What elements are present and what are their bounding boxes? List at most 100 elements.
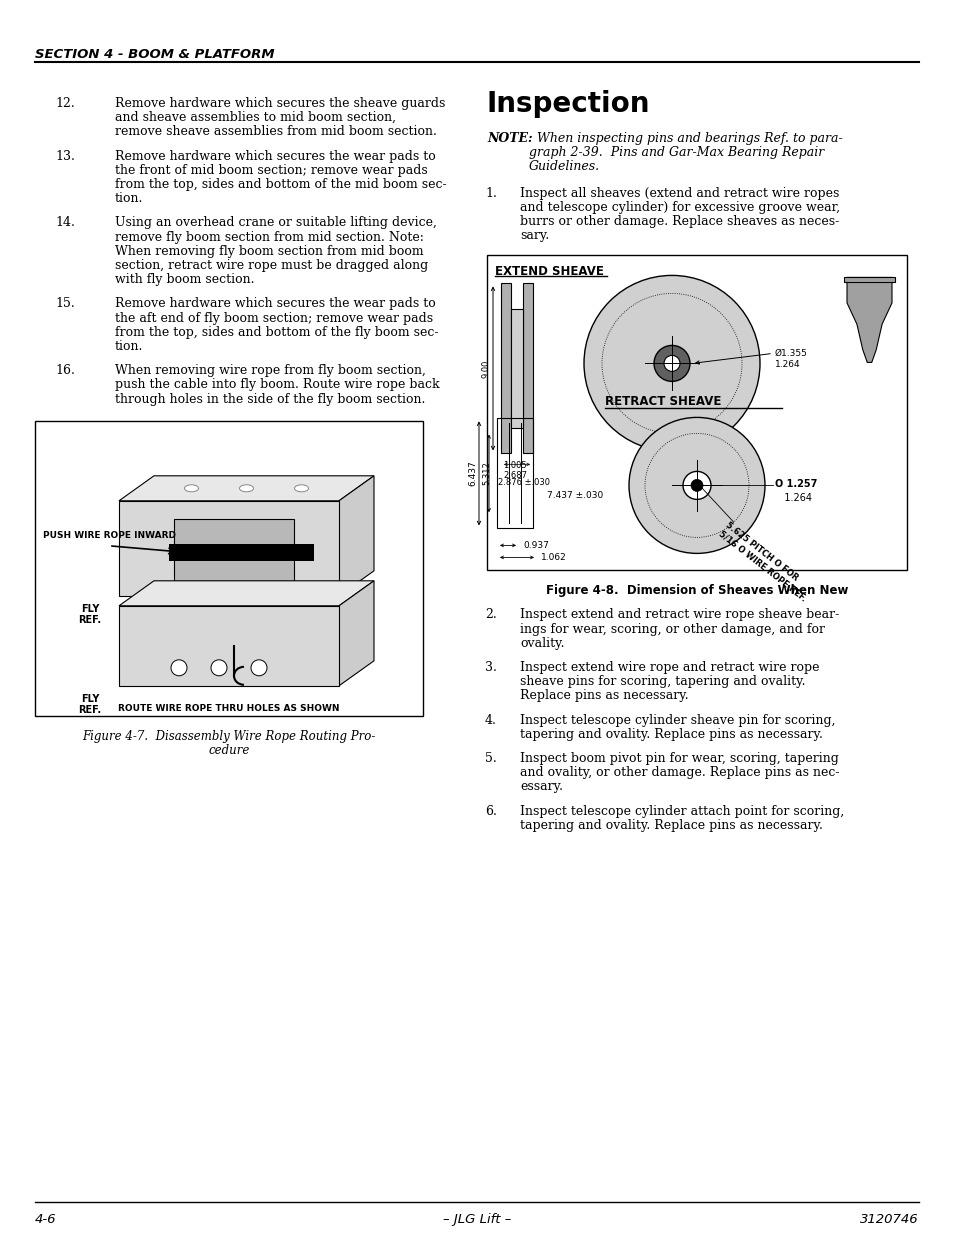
Text: 14.: 14. <box>55 216 75 230</box>
Text: 2.: 2. <box>485 609 497 621</box>
Bar <box>511 309 522 427</box>
Text: 5.: 5. <box>485 752 497 764</box>
Text: 1.: 1. <box>485 186 497 200</box>
Text: from the top, sides and bottom of the fly boom sec-: from the top, sides and bottom of the fl… <box>115 326 438 338</box>
Text: 13.: 13. <box>55 149 75 163</box>
Text: 4-6: 4-6 <box>35 1213 56 1226</box>
Text: 1.264: 1.264 <box>774 361 800 369</box>
Text: EXTEND SHEAVE: EXTEND SHEAVE <box>495 266 603 278</box>
Text: 2.687: 2.687 <box>502 472 526 480</box>
Text: Inspect extend and retract wire rope sheave bear-: Inspect extend and retract wire rope she… <box>519 609 839 621</box>
Text: Inspect all sheaves (extend and retract wire ropes: Inspect all sheaves (extend and retract … <box>519 186 839 200</box>
Text: remove sheave assemblies from mid boom section.: remove sheave assemblies from mid boom s… <box>115 126 436 138</box>
Polygon shape <box>119 501 338 595</box>
Text: with fly boom section.: with fly boom section. <box>115 273 254 287</box>
Text: from the top, sides and bottom of the mid boom sec-: from the top, sides and bottom of the mi… <box>115 178 446 191</box>
Text: 1.264: 1.264 <box>774 494 811 504</box>
Bar <box>169 543 314 561</box>
Text: Using an overhead crane or suitable lifting device,: Using an overhead crane or suitable lift… <box>115 216 436 230</box>
Text: Inspection: Inspection <box>486 90 650 119</box>
Polygon shape <box>119 580 374 606</box>
Circle shape <box>682 472 710 499</box>
Text: 16.: 16. <box>55 364 75 377</box>
Text: 1.005: 1.005 <box>502 462 526 471</box>
Text: FLY
REF.: FLY REF. <box>78 604 101 625</box>
Text: 6.: 6. <box>485 804 497 818</box>
Bar <box>173 519 294 580</box>
Text: 2.876 ±.030: 2.876 ±.030 <box>497 478 550 488</box>
Text: remove fly boom section from mid section. Note:: remove fly boom section from mid section… <box>115 231 423 243</box>
Text: ROUTE WIRE ROPE THRU HOLES AS SHOWN: ROUTE WIRE ROPE THRU HOLES AS SHOWN <box>118 704 339 713</box>
Text: 0.937: 0.937 <box>522 541 548 551</box>
Text: Inspect telescope cylinder attach point for scoring,: Inspect telescope cylinder attach point … <box>519 804 843 818</box>
Text: 7.437 ±.030: 7.437 ±.030 <box>546 492 602 500</box>
Text: Inspect telescope cylinder sheave pin for scoring,: Inspect telescope cylinder sheave pin fo… <box>519 714 835 726</box>
Text: When removing wire rope from fly boom section,: When removing wire rope from fly boom se… <box>115 364 425 377</box>
Text: section, retract wire rope must be dragged along: section, retract wire rope must be dragg… <box>115 259 428 272</box>
Text: O 1.257: O 1.257 <box>774 479 817 489</box>
Bar <box>500 283 511 453</box>
Text: graph 2-39.  Pins and Gar-Max Bearing Repair: graph 2-39. Pins and Gar-Max Bearing Rep… <box>529 146 823 159</box>
Circle shape <box>251 659 267 676</box>
Text: 3.: 3. <box>485 661 497 674</box>
Circle shape <box>628 417 764 553</box>
Text: ovality.: ovality. <box>519 637 564 650</box>
Text: burrs or other damage. Replace sheaves as neces-: burrs or other damage. Replace sheaves a… <box>519 215 839 228</box>
Text: Inspect boom pivot pin for wear, scoring, tapering: Inspect boom pivot pin for wear, scoring… <box>519 752 838 764</box>
Text: sary.: sary. <box>519 230 549 242</box>
Bar <box>35 421 422 716</box>
Text: Remove hardware which secures the wear pads to: Remove hardware which secures the wear p… <box>115 298 436 310</box>
Bar <box>843 278 894 283</box>
Text: Guidelines.: Guidelines. <box>529 161 599 173</box>
Text: through holes in the side of the fly boom section.: through holes in the side of the fly boo… <box>115 393 425 405</box>
Text: essary.: essary. <box>519 781 562 793</box>
Text: 1.062: 1.062 <box>540 553 566 562</box>
Text: 9.00: 9.00 <box>481 359 491 378</box>
Circle shape <box>171 659 187 676</box>
Text: SECTION 4 - BOOM & PLATFORM: SECTION 4 - BOOM & PLATFORM <box>35 48 274 61</box>
Text: RETRACT SHEAVE: RETRACT SHEAVE <box>604 395 720 409</box>
Text: 5.312: 5.312 <box>481 462 491 485</box>
Text: and ovality, or other damage. Replace pins as nec-: and ovality, or other damage. Replace pi… <box>519 766 839 779</box>
Text: tion.: tion. <box>115 340 143 353</box>
Bar <box>497 419 533 529</box>
Text: FLY
REF.: FLY REF. <box>78 694 101 715</box>
Text: sheave pins for scoring, tapering and ovality.: sheave pins for scoring, tapering and ov… <box>519 676 804 688</box>
Text: and telescope cylinder) for excessive groove wear,: and telescope cylinder) for excessive gr… <box>519 201 840 214</box>
Text: Replace pins as necessary.: Replace pins as necessary. <box>519 689 688 703</box>
Text: 3120746: 3120746 <box>860 1213 918 1226</box>
Text: the aft end of fly boom section; remove wear pads: the aft end of fly boom section; remove … <box>115 311 433 325</box>
Ellipse shape <box>184 485 198 492</box>
Text: 5.625 PITCH O FOR
5/16 O WIRE ROPE REF.: 5.625 PITCH O FOR 5/16 O WIRE ROPE REF. <box>717 520 814 603</box>
Polygon shape <box>119 606 338 685</box>
Text: 12.: 12. <box>55 98 75 110</box>
Circle shape <box>690 479 702 492</box>
Bar <box>522 283 533 453</box>
Text: Figure 4-7.  Disassembly Wire Rope Routing Pro-: Figure 4-7. Disassembly Wire Rope Routin… <box>82 730 375 742</box>
Text: Ø1.355: Ø1.355 <box>774 348 807 357</box>
Text: NOTE:: NOTE: <box>486 132 532 144</box>
Polygon shape <box>119 475 374 501</box>
Text: Remove hardware which secures the sheave guards: Remove hardware which secures the sheave… <box>115 98 445 110</box>
Text: When removing fly boom section from mid boom: When removing fly boom section from mid … <box>115 245 423 258</box>
Text: PUSH WIRE ROPE INWARD: PUSH WIRE ROPE INWARD <box>43 531 175 540</box>
Text: 15.: 15. <box>55 298 75 310</box>
Text: Inspect extend wire rope and retract wire rope: Inspect extend wire rope and retract wir… <box>519 661 819 674</box>
Text: and sheave assemblies to mid boom section,: and sheave assemblies to mid boom sectio… <box>115 111 395 125</box>
Circle shape <box>211 659 227 676</box>
Polygon shape <box>338 580 374 685</box>
Text: tion.: tion. <box>115 193 143 205</box>
Text: cedure: cedure <box>208 743 250 757</box>
Text: the front of mid boom section; remove wear pads: the front of mid boom section; remove we… <box>115 164 427 177</box>
Text: ings for wear, scoring, or other damage, and for: ings for wear, scoring, or other damage,… <box>519 622 824 636</box>
Circle shape <box>654 346 689 382</box>
Text: tapering and ovality. Replace pins as necessary.: tapering and ovality. Replace pins as ne… <box>519 727 822 741</box>
Text: push the cable into fly boom. Route wire rope back: push the cable into fly boom. Route wire… <box>115 378 439 391</box>
Text: Remove hardware which secures the wear pads to: Remove hardware which secures the wear p… <box>115 149 436 163</box>
Polygon shape <box>846 278 891 362</box>
Text: When inspecting pins and bearings Ref. to para-: When inspecting pins and bearings Ref. t… <box>529 132 841 144</box>
Polygon shape <box>338 475 374 595</box>
Text: Figure 4-8.  Dimension of Sheaves When New: Figure 4-8. Dimension of Sheaves When Ne… <box>545 584 847 598</box>
Ellipse shape <box>239 485 253 492</box>
Circle shape <box>583 275 760 452</box>
